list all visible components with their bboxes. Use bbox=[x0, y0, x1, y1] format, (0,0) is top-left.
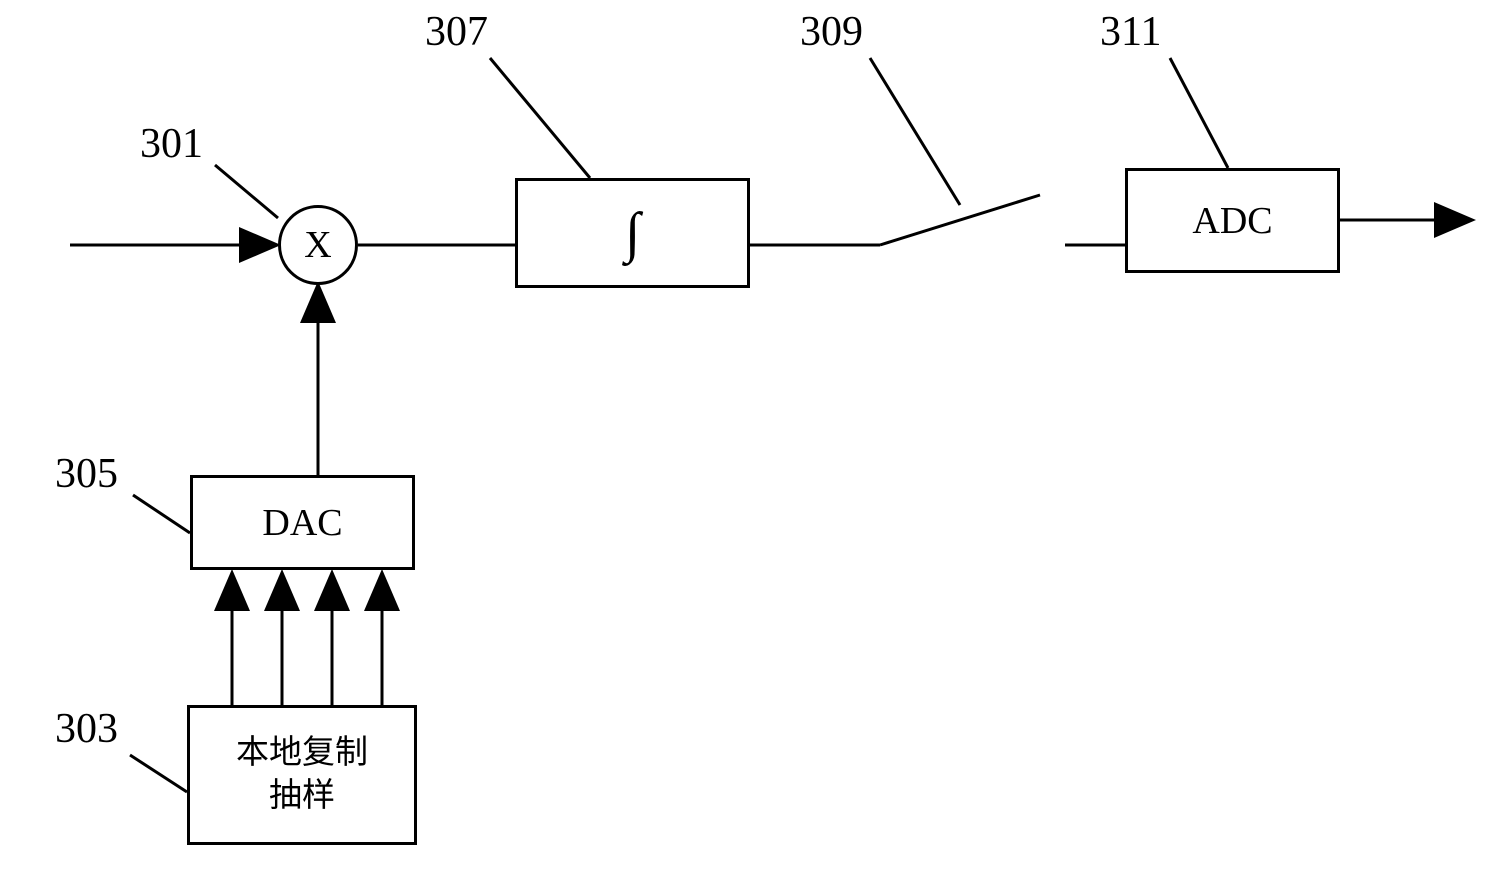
ref-label-301: 301 bbox=[140, 120, 203, 168]
integrator-symbol: ∫ bbox=[625, 201, 640, 265]
adc-text: ADC bbox=[1192, 199, 1272, 243]
ref-label-311: 311 bbox=[1100, 8, 1161, 56]
dac-text: DAC bbox=[262, 501, 342, 545]
mixer-symbol: X bbox=[304, 223, 331, 267]
integrator-block: ∫ bbox=[515, 178, 750, 288]
adc-block: ADC bbox=[1125, 168, 1340, 273]
local-replica-block: 本地复制 抽样 bbox=[187, 705, 417, 845]
local-replica-text: 本地复制 抽样 bbox=[236, 732, 368, 818]
dac-block: DAC bbox=[190, 475, 415, 570]
ref-label-307: 307 bbox=[425, 8, 488, 56]
mixer-node: X bbox=[278, 205, 358, 285]
ref-label-309: 309 bbox=[800, 8, 863, 56]
ref-label-303: 303 bbox=[55, 705, 118, 753]
ref-label-305: 305 bbox=[55, 450, 118, 498]
